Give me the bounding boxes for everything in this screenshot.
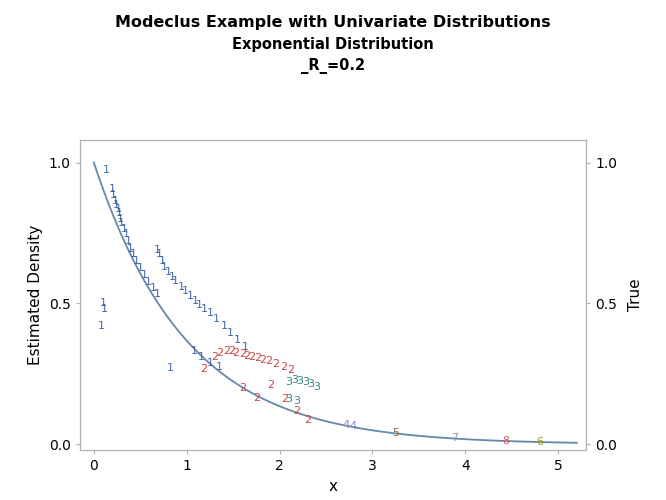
Text: 2: 2 (223, 346, 230, 356)
Text: 3: 3 (313, 382, 320, 392)
Text: 1: 1 (113, 200, 120, 210)
Text: 1: 1 (115, 208, 123, 218)
Text: 3: 3 (296, 376, 304, 386)
Text: 2: 2 (254, 354, 261, 364)
Text: 1: 1 (166, 364, 174, 374)
Text: 1: 1 (192, 296, 198, 306)
Text: 5: 5 (392, 428, 399, 438)
Text: 7: 7 (451, 433, 458, 443)
Text: 1: 1 (216, 362, 222, 372)
Text: 1: 1 (196, 300, 203, 310)
Text: Exponential Distribution: Exponential Distribution (232, 38, 434, 52)
Text: 2: 2 (239, 383, 246, 393)
Text: 1: 1 (172, 276, 179, 286)
Text: 2: 2 (216, 348, 224, 358)
Text: 1: 1 (161, 262, 168, 272)
Text: 3: 3 (293, 396, 300, 406)
Text: 2: 2 (293, 406, 300, 415)
Text: 1: 1 (141, 270, 147, 280)
Text: 2: 2 (280, 362, 287, 372)
Text: 2: 2 (211, 352, 218, 362)
Text: 1: 1 (206, 308, 213, 318)
Text: 1: 1 (168, 272, 175, 281)
Text: 1: 1 (121, 224, 128, 234)
Y-axis label: True: True (628, 278, 643, 312)
Text: 1: 1 (178, 282, 184, 292)
Text: 3: 3 (308, 379, 314, 389)
Text: 2: 2 (244, 350, 250, 360)
Text: 1: 1 (137, 263, 144, 273)
Text: 1: 1 (201, 304, 208, 314)
Text: 1: 1 (150, 283, 157, 293)
Text: Modeclus Example with Univariate Distributions: Modeclus Example with Univariate Distrib… (115, 15, 551, 30)
Text: 1: 1 (109, 184, 116, 194)
Text: 1: 1 (129, 249, 137, 259)
Text: 1: 1 (155, 249, 163, 259)
Text: 1: 1 (133, 256, 140, 266)
Text: 1: 1 (145, 278, 152, 287)
Text: 1: 1 (181, 286, 188, 296)
Text: 8: 8 (503, 436, 509, 446)
Text: 1: 1 (190, 346, 198, 356)
Text: 1: 1 (123, 230, 130, 239)
Text: 3: 3 (291, 374, 298, 384)
Text: 1: 1 (153, 245, 161, 255)
Text: 2: 2 (287, 364, 294, 374)
Text: 3: 3 (302, 378, 309, 388)
Text: 2: 2 (267, 380, 274, 390)
Text: 1: 1 (227, 328, 234, 338)
Text: 1: 1 (110, 190, 117, 200)
Text: 1: 1 (234, 335, 241, 345)
Text: 1: 1 (101, 304, 108, 314)
Text: 1: 1 (165, 268, 172, 278)
Text: 3: 3 (286, 394, 292, 404)
Text: 1: 1 (206, 358, 213, 368)
Y-axis label: Estimated Density: Estimated Density (29, 225, 43, 365)
Text: 1: 1 (112, 196, 119, 205)
Text: 2: 2 (228, 346, 235, 356)
Text: 4: 4 (343, 420, 350, 430)
Text: 4: 4 (350, 421, 356, 431)
Text: 1: 1 (125, 236, 132, 246)
Text: 1: 1 (115, 204, 121, 214)
Text: 1: 1 (103, 164, 109, 174)
Text: 1: 1 (117, 214, 125, 224)
Text: 2: 2 (259, 355, 266, 365)
Text: 1: 1 (118, 218, 125, 228)
Text: 2: 2 (304, 414, 311, 424)
Text: 1: 1 (187, 292, 194, 302)
Text: 1: 1 (220, 321, 227, 331)
Text: 2: 2 (272, 359, 280, 369)
Text: 2: 2 (253, 393, 260, 403)
Text: 2: 2 (232, 348, 240, 358)
X-axis label: x: x (328, 478, 338, 494)
Text: 1: 1 (100, 298, 107, 308)
Text: 3: 3 (286, 378, 292, 388)
Text: 1: 1 (98, 321, 105, 331)
Text: 1: 1 (242, 342, 248, 352)
Text: 2: 2 (239, 349, 246, 359)
Text: 2: 2 (248, 352, 255, 362)
Text: 2: 2 (200, 364, 207, 374)
Text: 1: 1 (198, 352, 205, 362)
Text: 1: 1 (159, 256, 166, 266)
Text: 1: 1 (127, 244, 134, 254)
Text: _R_=0.2: _R_=0.2 (301, 58, 365, 74)
Text: 1: 1 (153, 288, 161, 298)
Text: 1: 1 (213, 314, 220, 324)
Text: 2: 2 (280, 394, 288, 404)
Text: 6: 6 (536, 436, 543, 446)
Text: 2: 2 (265, 356, 272, 366)
